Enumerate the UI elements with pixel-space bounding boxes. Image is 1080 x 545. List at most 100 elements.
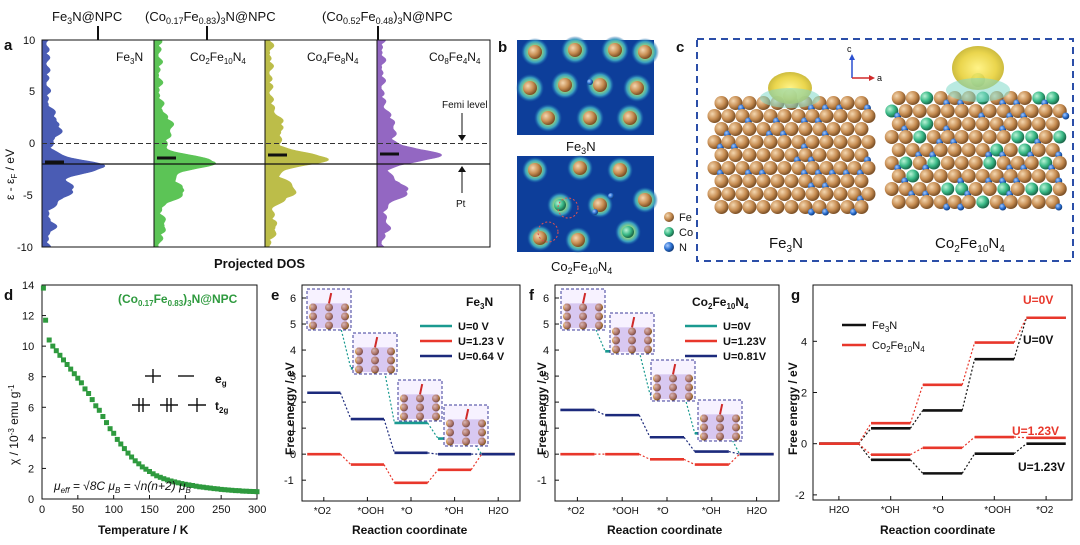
chi-point	[200, 484, 206, 490]
y-tick-label: 5	[290, 319, 296, 331]
legend-entry: U=0.81V	[723, 351, 767, 363]
f-ylabel: Free energy / eV	[535, 362, 549, 455]
chi-point	[150, 471, 156, 477]
dos-curve-2	[264, 39, 329, 248]
chi-point	[229, 487, 235, 493]
panel-letter-a: a	[4, 37, 13, 54]
d-xtick: 150	[141, 504, 159, 516]
y-tick-label: -1	[537, 475, 547, 487]
e-title: Fe3N	[466, 295, 493, 311]
energy-connector	[728, 450, 740, 455]
energy-connector	[383, 368, 396, 424]
a-ylabel: ε - εF / eV	[3, 149, 19, 200]
fe-atom	[638, 45, 652, 59]
panel-letter-e: e	[271, 287, 279, 304]
chi-point	[125, 450, 131, 456]
chi-point	[179, 481, 185, 487]
d-ytick: 8	[28, 372, 34, 384]
chi-point	[247, 488, 253, 494]
a-xlabel: Projected DOS	[214, 256, 305, 271]
d-ytick: 12	[22, 311, 34, 323]
chi-point	[222, 487, 228, 493]
x-tick-label: *OH	[702, 506, 721, 517]
y-tick-label: 2	[290, 397, 296, 409]
x-tick-label: *OH	[881, 505, 900, 516]
axis-a: a	[877, 73, 882, 83]
d-xtick: 250	[212, 504, 230, 516]
b-label-fe3n: Fe3N	[566, 139, 596, 156]
energy-connector	[858, 443, 872, 456]
chi-point	[168, 478, 174, 484]
chi-point	[53, 348, 59, 354]
panel-c: c Fe Co N c a Fe3N Co2Fe10N4	[664, 38, 1074, 262]
a-ytick-m5: -5	[23, 190, 33, 202]
panel-letter-f: f	[529, 287, 535, 304]
chi-point	[236, 488, 242, 494]
energy-connector	[858, 443, 872, 461]
sub-co4fe8n4: Co4Fe8N4	[307, 50, 359, 66]
chi-point	[71, 371, 77, 377]
chi-point	[96, 407, 102, 413]
legend-entry: U=1.23 V	[458, 336, 505, 348]
slab-fe3n	[707, 89, 876, 216]
x-tick-label: *O	[933, 505, 945, 516]
d-xtick: 200	[176, 504, 194, 516]
panel-letter-b: b	[498, 39, 507, 56]
energy-connector	[961, 359, 976, 411]
chi-point	[61, 357, 66, 363]
chi-point	[121, 446, 127, 452]
y-tick-label: 1	[290, 423, 296, 435]
chi-point	[211, 486, 217, 492]
chi-point	[46, 337, 52, 343]
chi-point	[143, 466, 149, 472]
d-ytick: 0	[28, 494, 34, 506]
fe-atom	[608, 43, 622, 57]
energy-connector	[383, 464, 395, 484]
legend-entry: U=0V	[723, 321, 751, 333]
energy-connector	[593, 325, 606, 352]
chi-point	[157, 474, 163, 480]
x-tick-label: *O2	[314, 506, 332, 517]
chi-point	[104, 420, 109, 426]
axis-c: c	[847, 44, 852, 54]
g-legend-fe3n: Fe3N	[872, 320, 897, 334]
panel-e: e *O2 *OOH *O *OH H2O 6 5 4 3 2 1 0 -1 U=0 V U=1.23 V U…	[271, 284, 521, 537]
energy-connector	[638, 351, 651, 395]
x-tick-label: *OOH	[612, 506, 639, 517]
y-tick-label: 4	[543, 345, 549, 357]
dos-curves	[41, 39, 443, 248]
chi-points	[40, 285, 260, 495]
chi-point	[114, 436, 120, 442]
y-tick-label: 0	[801, 439, 807, 451]
energy-connector	[961, 453, 976, 474]
dos-curve-3	[376, 39, 443, 248]
t2g-label: t2g	[215, 399, 228, 415]
d-ytick: 6	[28, 402, 34, 414]
panel-b: b Fe3N Co2Fe10N4	[498, 36, 659, 276]
x-tick-label: *O	[657, 506, 669, 517]
fe-atom	[523, 81, 537, 95]
energy-connector	[383, 418, 396, 454]
y-tick-label: 6	[543, 293, 549, 305]
x-tick-label: *OH	[445, 506, 464, 517]
chi-point	[225, 487, 231, 493]
energy-connector	[339, 392, 352, 420]
x-tick-label: *O2	[1036, 505, 1054, 516]
chi-point	[254, 489, 260, 495]
legend-co: Co	[679, 227, 693, 239]
d-xtick: 300	[248, 504, 266, 516]
x-tick-label: H2O	[829, 505, 850, 516]
d-ytick: 2	[28, 463, 34, 475]
d-xtick: 50	[72, 504, 84, 516]
y-tick-label: 6	[290, 293, 296, 305]
energy-connector	[427, 422, 439, 439]
dos-curve-0	[41, 39, 106, 248]
sub-co2fe10n4: Co2Fe10N4	[190, 50, 246, 66]
legend-entry: U=0 V	[458, 321, 490, 333]
x-tick-label: *OOH	[357, 506, 384, 517]
legend-n: N	[679, 242, 687, 254]
sub-fe3n: Fe3N	[116, 50, 143, 66]
energy-connector	[427, 452, 439, 455]
energy-connector	[427, 469, 439, 484]
